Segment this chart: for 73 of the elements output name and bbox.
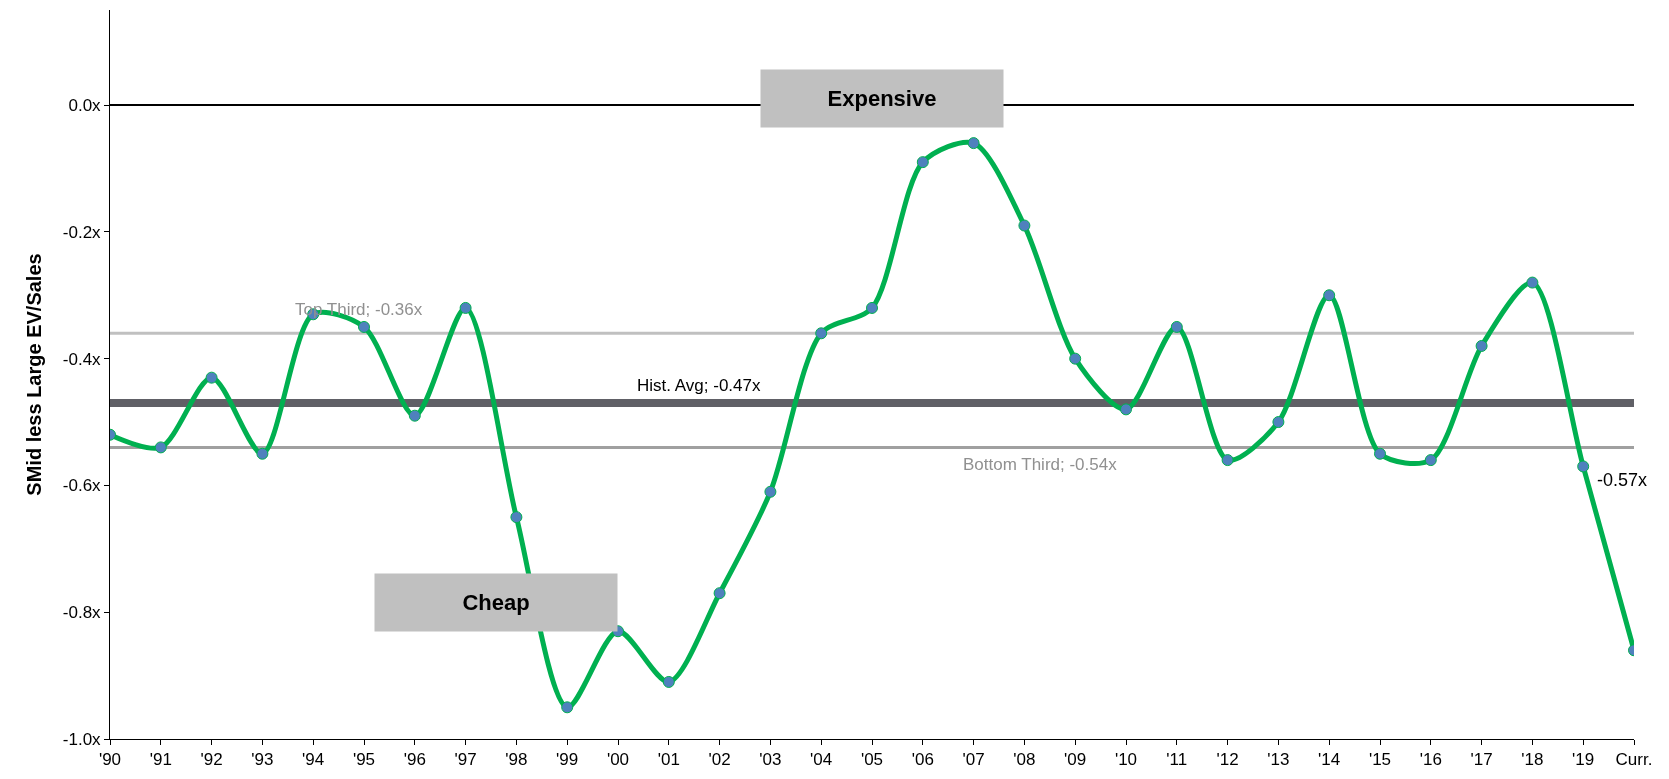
y-tick-label: 0.0x (68, 96, 102, 116)
x-tick-label: '06 (911, 750, 934, 770)
x-tick-label: '15 (1368, 750, 1392, 770)
ref-line-label: Bottom Third; -0.54x (963, 455, 1118, 474)
x-tick-label: '93 (251, 750, 274, 770)
y-tick-label: -0.2x (62, 222, 102, 242)
x-tick-label: '18 (1521, 750, 1544, 770)
point (459, 301, 472, 314)
y-axis-title: SMid less Large EV/Sales (23, 253, 46, 496)
x-tick-label: '19 (1572, 750, 1595, 770)
point (510, 511, 523, 524)
x-tick-label: Curr. (1615, 750, 1653, 770)
x-tick-label: '04 (810, 750, 833, 770)
y-tick-label: -0.4x (62, 349, 102, 369)
point (662, 675, 675, 688)
point (256, 447, 269, 460)
point (967, 137, 980, 150)
x-tick-label: '05 (860, 750, 884, 770)
y-tick-label: -0.8x (62, 603, 102, 623)
annotation: Expensive (827, 86, 937, 111)
point (815, 327, 828, 340)
ref-line-label: Hist. Avg; -0.47x (637, 376, 761, 395)
x-tick-label: '91 (149, 750, 172, 770)
picture-label-box: Cheap (374, 573, 618, 632)
x-tick-label: '96 (403, 750, 426, 770)
point (1424, 454, 1437, 467)
point (1170, 320, 1183, 333)
point (1323, 289, 1336, 302)
x-tick-label: '11 (1166, 750, 1188, 770)
x-tick-label: '95 (352, 750, 376, 770)
point (1069, 352, 1082, 365)
point (1577, 460, 1590, 473)
point (916, 156, 929, 169)
x-tick-label: '03 (759, 750, 782, 770)
x-tick-label: '12 (1216, 750, 1239, 770)
y-tick-label: -1.0x (62, 729, 102, 749)
x-tick-label: '98 (505, 750, 528, 770)
x-tick-label: '08 (1013, 750, 1036, 770)
point (1526, 276, 1539, 289)
x-tick-label: '16 (1419, 750, 1442, 770)
point (1374, 447, 1386, 460)
x-tick-label: '13 (1267, 750, 1290, 770)
point (154, 441, 167, 454)
x-tick-label: '01 (657, 750, 680, 770)
point (1221, 454, 1234, 467)
point (1272, 416, 1285, 429)
point (866, 301, 878, 314)
y-tick-label: -0.6x (62, 476, 102, 496)
annotation: Cheap (462, 590, 530, 615)
x-tick-label: '17 (1470, 750, 1493, 770)
point (408, 409, 421, 422)
ref-line-label: Top Third; -0.36x (295, 300, 423, 319)
x-tick-label: '02 (708, 750, 731, 770)
point (1475, 339, 1488, 352)
point (1018, 219, 1031, 232)
x-tick-label: '07 (962, 750, 985, 770)
point (561, 701, 574, 714)
point (358, 320, 370, 333)
x-tick-label: '92 (200, 750, 223, 770)
picture-label-box: Expensive (760, 69, 1004, 128)
x-tick-label: '97 (454, 750, 477, 770)
point (713, 587, 726, 600)
x-tick-label: '14 (1318, 750, 1341, 770)
x-tick-label: '09 (1064, 750, 1087, 770)
x-tick-label: '94 (302, 750, 325, 770)
point (764, 485, 777, 498)
annotation: -0.57x (1597, 470, 1648, 490)
x-tick-label: '10 (1114, 750, 1138, 770)
x-tick-label: '90 (98, 750, 122, 770)
x-tick-label: '99 (556, 750, 579, 770)
point (1120, 403, 1132, 416)
point (205, 371, 218, 384)
x-tick-label: '00 (606, 750, 630, 770)
